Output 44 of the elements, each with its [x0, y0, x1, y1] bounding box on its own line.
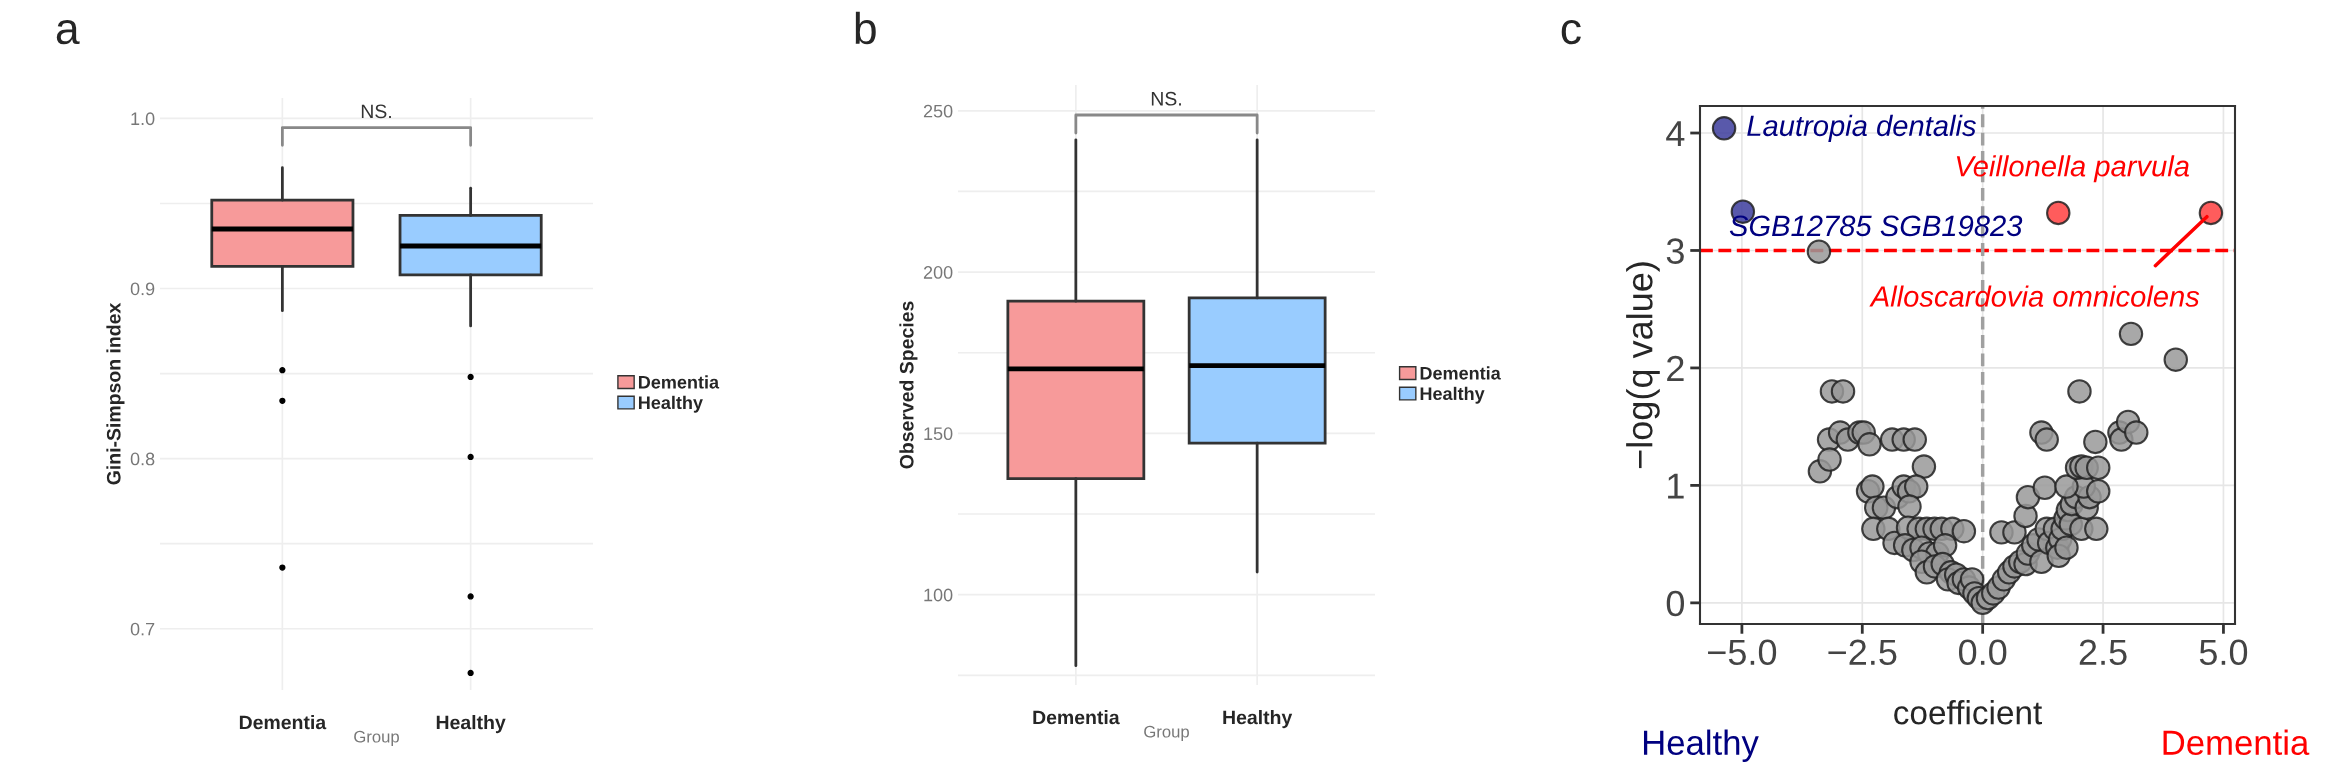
y-tick-label: 2: [1667, 355, 1684, 382]
legend-label: Healthy: [1420, 386, 1485, 404]
y-tick-label: 1: [1668, 473, 1684, 499]
y-tick-label: 250: [923, 104, 953, 118]
annotation: Veillonella parvula: [1956, 155, 2189, 183]
x-tick-label: −5.0: [1708, 639, 1777, 666]
x-tick-label: 5.0: [2199, 639, 2248, 666]
x-tick-label: Healthy: [1223, 710, 1293, 729]
chart-title: c: [1561, 19, 1581, 45]
y-tick-label: 100: [924, 588, 953, 602]
y-tick-label: 150: [924, 427, 953, 441]
annotation: Lautropia dentalis: [1747, 114, 1976, 142]
y-tick-label: 1.0: [131, 112, 155, 126]
y-axis-title: −log(q value): [1626, 262, 1660, 469]
y-tick-label: 200: [923, 266, 953, 279]
x-axis-title: Group: [1144, 725, 1189, 741]
y-axis-title: Gini-Simpson index: [106, 302, 125, 485]
x-tick-label: Dementia: [239, 715, 327, 730]
annotation: NS.: [361, 104, 391, 119]
y-axis-title: Observed Species: [899, 301, 918, 469]
annotation: SGB12785 SGB19823: [1729, 215, 2023, 237]
x-tick-label: Dementia: [1033, 710, 1120, 725]
x-tick-label: 2.5: [2079, 639, 2127, 666]
x-axis-title: Group: [354, 730, 399, 746]
y-tick-label: 4: [1666, 121, 1685, 147]
x-tick-label: −2.5: [1828, 639, 1897, 666]
y-tick-label: 0.8: [130, 452, 155, 466]
annotation: NS.: [1151, 91, 1181, 106]
legend-label: Healthy: [638, 395, 703, 413]
x-tick-label: 0.0: [1958, 639, 2007, 666]
y-tick-label: 0: [1666, 590, 1685, 617]
y-tick-label: 3: [1666, 238, 1684, 264]
point: [2198, 200, 2224, 226]
chart-title: a: [56, 19, 80, 45]
x-tick-label: Healthy: [436, 715, 506, 734]
y-tick-label: 0.7: [130, 622, 155, 636]
legend-label: Dementia: [1420, 366, 1501, 380]
y-tick-label: 0.9: [130, 282, 155, 296]
legend-label: Dementia: [638, 375, 720, 389]
annotation: Alloscardovia omnicolens: [1869, 285, 2200, 307]
chart-title: b: [855, 11, 876, 45]
x-axis-title: coefficient: [1894, 700, 2043, 725]
point: [1711, 116, 1737, 141]
point: [2046, 200, 2071, 226]
